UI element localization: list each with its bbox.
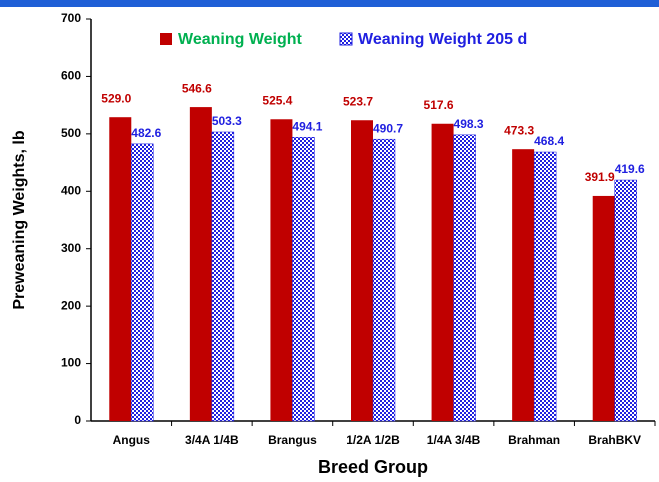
y-axis-label: Preweaning Weights, lb [11,130,28,310]
legend-label: Weaning Weight [178,31,303,48]
data-label: 494.1 [292,119,322,133]
legend-swatch [339,32,353,46]
data-label: 419.6 [615,162,645,176]
bar [614,179,637,422]
x-axis-label: Breed Group [318,457,428,477]
legend-swatch [160,33,172,45]
y-tick-label: 500 [61,126,81,140]
x-tick-label: 3/4A 1/4B [185,433,239,447]
bar [453,134,476,422]
x-tick-label: 1/2A 1/2B [346,433,400,447]
bar [270,119,293,421]
data-label: 482.6 [131,126,161,140]
bar [533,151,557,422]
y-tick-label: 100 [61,356,81,370]
bar [189,107,212,421]
bar [131,143,154,422]
x-tick-label: Angus [113,433,151,447]
data-label: 498.3 [454,117,484,131]
legend-label: Weaning Weight 205 d [358,31,527,48]
x-tick-label: Brangus [268,433,317,447]
y-tick-label: 300 [61,241,81,255]
data-label: 490.7 [373,121,403,135]
data-label: 391.9 [585,170,615,184]
bar [109,117,132,422]
data-label: 503.3 [212,114,242,128]
y-tick-label: 200 [61,298,81,312]
data-label: 529.0 [101,91,131,105]
y-tick-label: 0 [74,413,81,427]
x-tick-label: 1/4A 3/4B [427,433,481,447]
top-stripe [0,0,659,7]
data-label: 468.4 [534,134,564,148]
data-label: 517.6 [424,98,454,112]
bar [372,138,396,422]
data-label: 546.6 [182,81,212,95]
bar [292,136,315,422]
bar [211,131,235,422]
bar [351,120,373,421]
y-tick-label: 700 [61,11,81,25]
data-label: 523.7 [343,94,373,108]
bar [512,149,535,422]
x-tick-label: Brahman [508,433,560,447]
data-label: 525.4 [262,93,292,107]
y-tick-label: 600 [61,69,81,83]
bar [431,123,454,421]
data-label: 473.3 [504,123,534,137]
bar [592,195,615,421]
y-tick-label: 400 [61,183,81,197]
x-tick-label: BrahBKV [588,433,641,447]
